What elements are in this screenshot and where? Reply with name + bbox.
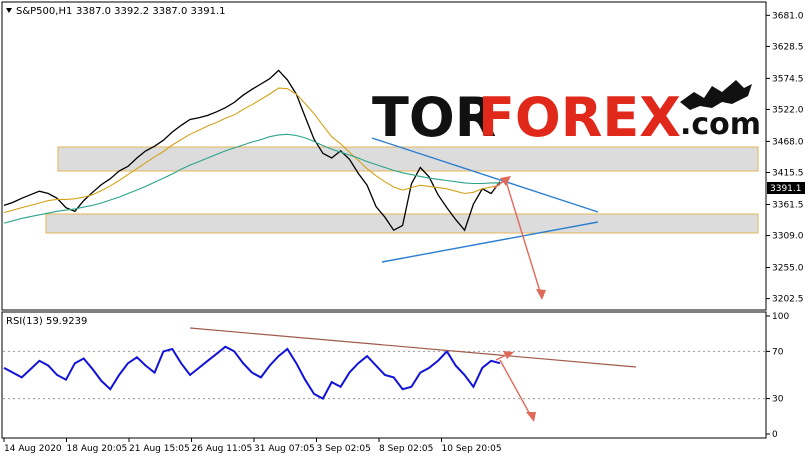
moving-average-slow-line xyxy=(3,133,500,224)
time-axis: 14 Aug 2020 18 Aug 20:05 21 Aug 15:05 26 Au… xyxy=(3,438,502,454)
resistance-zone xyxy=(57,146,759,172)
price-tick-label: 3361.5 xyxy=(772,200,804,210)
current-price-badge xyxy=(767,182,805,194)
price-tick-label: 3574.5 xyxy=(772,74,804,84)
logo-text-tor: TOR xyxy=(372,86,496,149)
rsi-label: RSI(13) 59.9239 xyxy=(6,316,87,327)
time-tick-label: 31 Aug 07:05 xyxy=(254,444,315,454)
rsi-tick-label: 70 xyxy=(772,347,784,357)
logo-text-com: .com xyxy=(680,107,761,142)
torforex-logo: TOR FOREX .com xyxy=(372,80,761,149)
rsi-series-group xyxy=(3,345,501,400)
descending-trend-line xyxy=(371,137,599,213)
rsi-forecast-arrow-down-head xyxy=(526,412,536,422)
price-series-group xyxy=(3,69,501,232)
current-price-value: 3391.1 xyxy=(770,184,802,194)
price-tick-label: 3522.0 xyxy=(772,105,804,115)
dropdown-triangle-icon[interactable] xyxy=(6,8,12,13)
price-tick-label: 3415.5 xyxy=(772,169,804,179)
ohlc-label: 3387.0 3392.2 3387.0 3391.1 xyxy=(76,6,226,17)
rsi-tick-label: 0 xyxy=(772,430,778,440)
symbol-label: S&P500,H1 xyxy=(16,6,72,17)
rsi-trend-line xyxy=(189,327,637,368)
price-tick-label: 3255.0 xyxy=(772,264,804,274)
price-tick-label: 3202.5 xyxy=(772,295,804,305)
forecast-arrow-down xyxy=(504,177,543,299)
rsi-axis: 100 70 30 0 xyxy=(3,312,789,440)
support-zone xyxy=(45,213,759,234)
time-tick-label: 10 Sep 20:05 xyxy=(442,444,502,454)
price-tick-label: 3628.5 xyxy=(772,42,804,52)
rsi-tick-label: 100 xyxy=(772,312,789,322)
time-tick-label: 14 Aug 2020 xyxy=(4,444,62,454)
time-tick-label: 8 Sep 02:05 xyxy=(379,444,433,454)
price-tick-label: 3309.0 xyxy=(772,232,804,242)
ascending-trend-line xyxy=(381,221,599,263)
price-axis: 3681.0 3628.5 3574.5 3522.0 3468.0 3415.5 3361… xyxy=(766,11,804,305)
time-tick-label: 21 Aug 15:05 xyxy=(129,444,190,454)
time-tick-label: 3 Sep 02:05 xyxy=(317,444,371,454)
moving-average-fast-line xyxy=(3,87,501,214)
rsi-tick-label: 30 xyxy=(772,395,784,405)
forecast-arrow-up-head xyxy=(500,176,511,186)
rsi-line xyxy=(3,345,501,400)
price-tick-label: 3468.0 xyxy=(772,137,804,147)
forecast-arrow-down-head xyxy=(536,289,546,300)
rsi-forecast-arrow-down xyxy=(499,359,533,419)
logo-text-forex: FOREX xyxy=(478,86,681,149)
bull-icon xyxy=(680,80,752,110)
price-tick-label: 3681.0 xyxy=(772,11,804,21)
time-tick-label: 18 Aug 20:05 xyxy=(67,444,128,454)
price-line xyxy=(3,69,501,232)
rsi-forecast-arrow-up-head xyxy=(503,351,514,359)
time-tick-label: 26 Aug 11:05 xyxy=(192,444,253,454)
